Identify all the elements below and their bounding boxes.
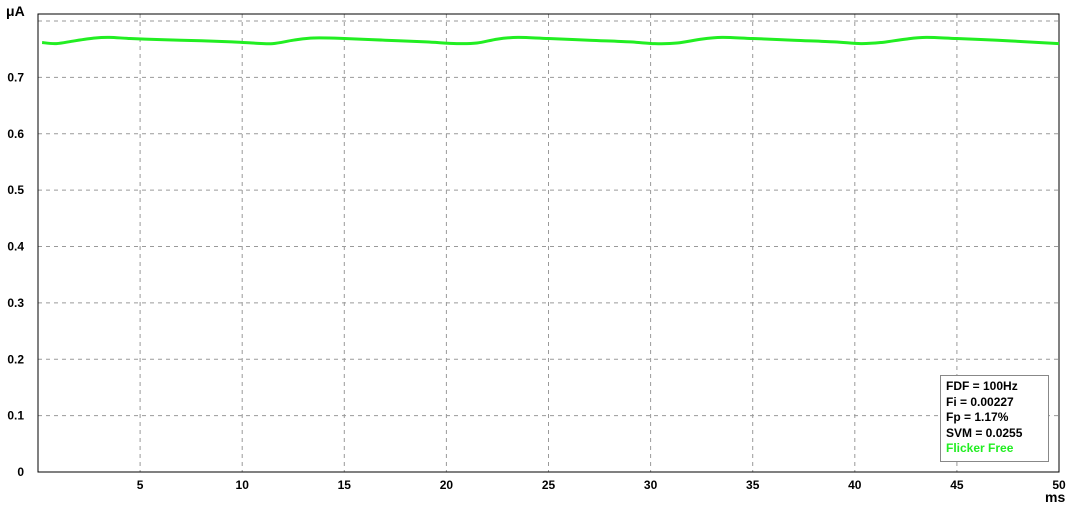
y-tick-labels: 0 0.1 0.2 0.3 0.4 0.5 0.6 0.7 <box>7 70 24 479</box>
y-tick-label: 0.3 <box>7 296 24 310</box>
x-tick-labels: 5 10 15 20 25 30 35 40 45 50 <box>137 478 1066 492</box>
x-tick-label: 5 <box>137 478 144 492</box>
y-tick-label: 0.7 <box>7 70 24 84</box>
fdf-value: FDF = 100Hz <box>946 379 1018 393</box>
y-tick-label: 0.5 <box>7 183 24 197</box>
x-unit-label: ms <box>1045 489 1065 505</box>
y-tick-label: 0 <box>17 465 24 479</box>
fi-value: Fi = 0.00227 <box>946 394 1014 409</box>
y-tick-label: 0.6 <box>7 127 24 141</box>
stats-box: FDF = 100Hz Fi = 0.00227 Fp = 1.17% SVM … <box>940 375 1049 462</box>
y-unit-label: μA <box>6 3 25 19</box>
x-tick-label: 30 <box>644 478 658 492</box>
x-tick-label: 25 <box>542 478 556 492</box>
flicker-status: Flicker Free <box>946 441 1014 455</box>
y-tick-label: 0.1 <box>7 409 24 423</box>
svm-value: SVM = 0.0255 <box>946 425 1023 440</box>
y-tick-label: 0.2 <box>7 352 24 366</box>
y-tick-label: 0.4 <box>7 240 24 254</box>
x-tick-label: 40 <box>848 478 862 492</box>
current-series-line <box>41 35 1060 46</box>
x-tick-label: 10 <box>236 478 250 492</box>
grid-lines <box>38 14 1059 472</box>
x-tick-label: 35 <box>746 478 760 492</box>
x-tick-label: 15 <box>338 478 352 492</box>
x-tick-label: 50 <box>1052 478 1066 492</box>
plot-frame <box>37 13 1060 473</box>
x-tick-label: 20 <box>440 478 454 492</box>
fp-value: Fp = 1.17% <box>946 410 1009 424</box>
x-tick-label: 45 <box>950 478 964 492</box>
